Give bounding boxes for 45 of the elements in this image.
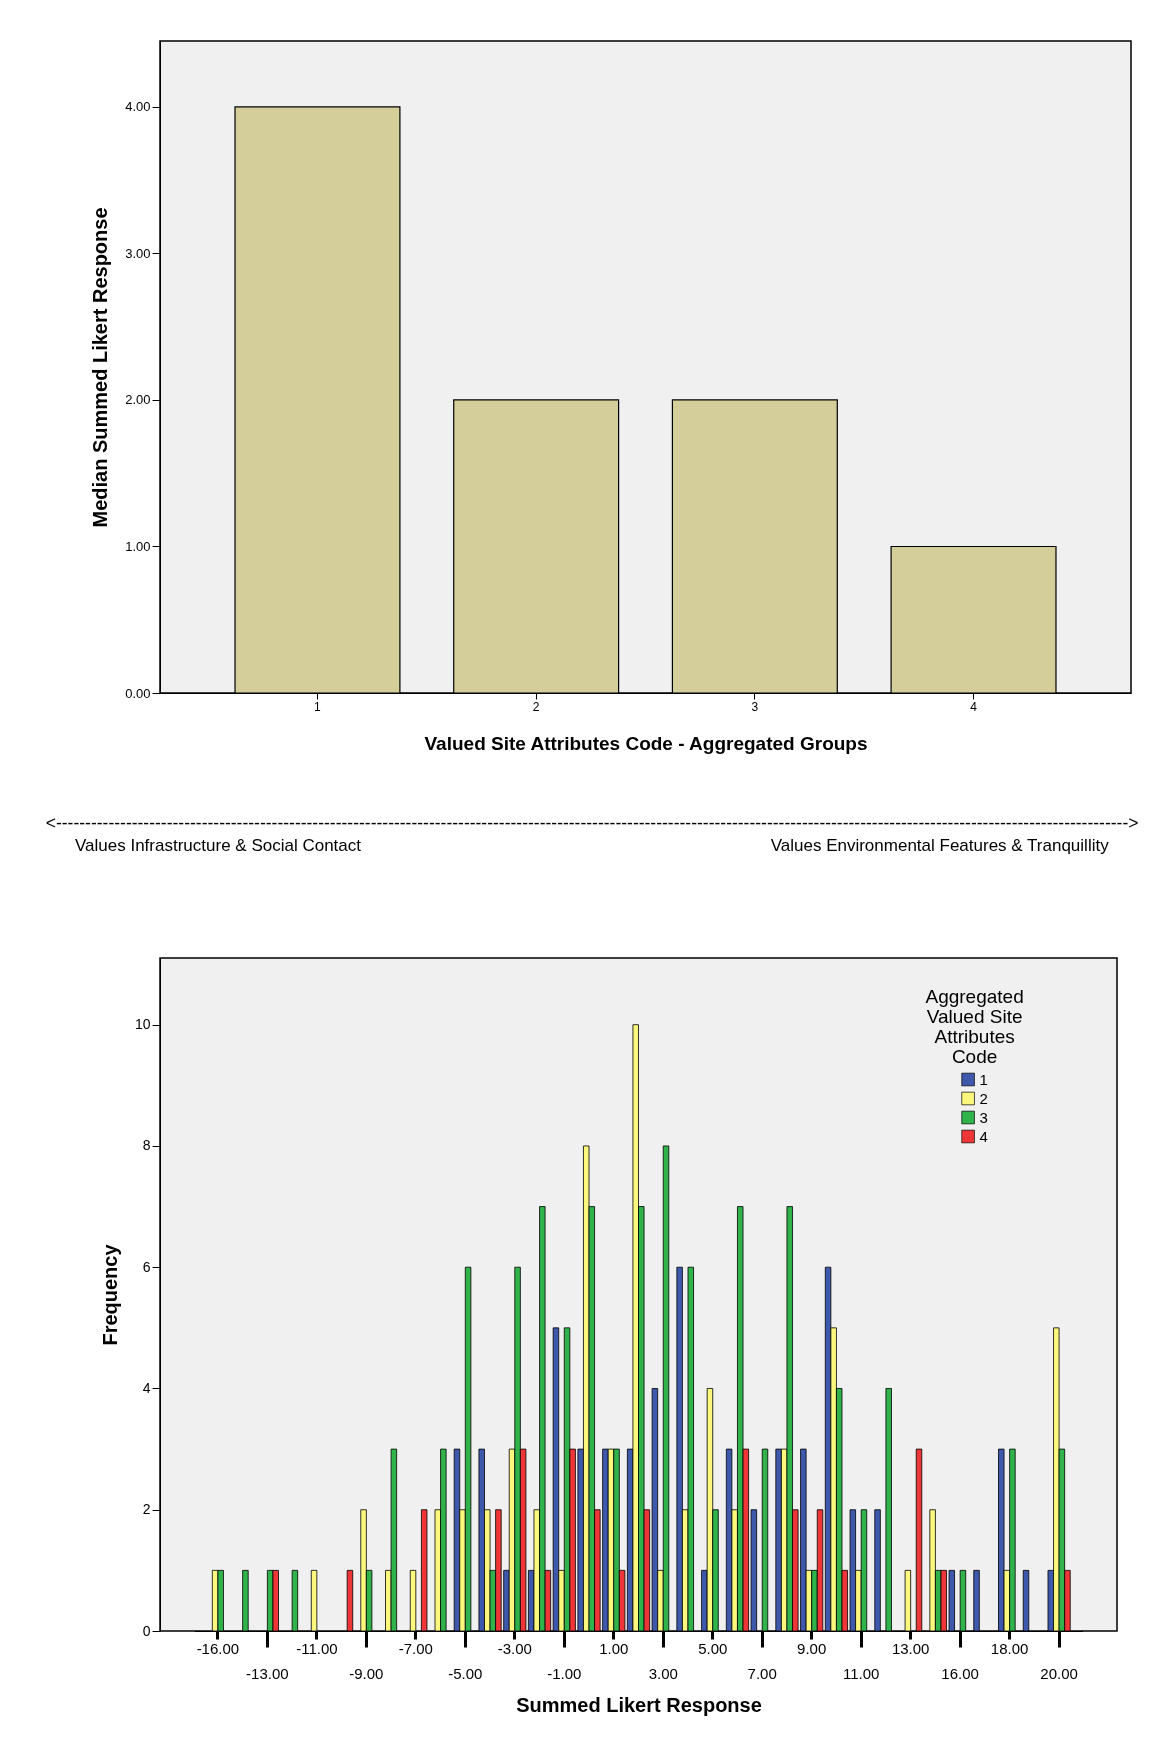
- y-tick-label: 4: [142, 1379, 151, 1396]
- text: Values Infrastructure & Social Contact: [75, 836, 362, 855]
- y-tick-label: 0.00: [125, 685, 151, 701]
- x-tick-label: -16.00: [196, 1639, 240, 1657]
- y-tick-label: 6: [142, 1258, 151, 1275]
- x-tick-label: 7.00: [747, 1664, 777, 1682]
- x-tick-label: 2: [532, 699, 540, 714]
- x-tick-label: 13.00: [891, 1639, 930, 1657]
- y-axis-title: Frequency: [98, 1243, 121, 1346]
- x-tick-label: 5.00: [698, 1639, 728, 1657]
- y-tick-label: 2.00: [125, 392, 151, 408]
- legend-title: Aggregated Valued Site Attributes Code: [925, 986, 1024, 1067]
- y-tick-label: 3.00: [125, 245, 151, 261]
- x-tick-label: 1: [314, 699, 322, 714]
- x-tick-label: -9.00: [349, 1664, 384, 1682]
- x-tick-label: -1.00: [547, 1664, 582, 1682]
- legend-label: 2: [979, 1089, 988, 1107]
- x-tick-label: -5.00: [448, 1664, 483, 1682]
- y-tick-label: 4.00: [125, 99, 151, 115]
- x-tick-label: -3.00: [497, 1639, 532, 1657]
- legend-label: 1: [979, 1070, 988, 1088]
- y-axis-title: Median Summed Likert Response: [89, 207, 112, 528]
- y-tick-label: 10: [134, 1016, 151, 1033]
- x-tick-label: 16.00: [941, 1664, 979, 1682]
- text: Values Environmental Features & Tranquillity: [770, 836, 1110, 855]
- x-tick-label: -11.00: [296, 1639, 338, 1657]
- y-tick-label: 2: [142, 1501, 151, 1518]
- y-tick-label: 0: [142, 1622, 151, 1639]
- x-tick-label: 20.00: [1040, 1664, 1078, 1682]
- text: <---------------------------------------------------------------------------------------------------------------------------------------------------------------------------------------->: [45, 813, 1139, 833]
- x-axis-title: Valued Site Attributes Code - Aggregated Groups: [424, 732, 868, 754]
- legend-label: 3: [979, 1108, 988, 1126]
- y-tick-label: 8: [142, 1137, 151, 1154]
- x-tick-label: 3: [751, 699, 759, 714]
- x-tick-label: 18.00: [990, 1639, 1029, 1657]
- x-axis-title: Summed Likert Response: [516, 1693, 762, 1716]
- x-tick-label: -7.00: [398, 1639, 433, 1657]
- x-tick-label: 3.00: [648, 1664, 678, 1682]
- legend-label: 4: [979, 1127, 988, 1145]
- y-tick-label: 1.00: [125, 538, 151, 554]
- x-tick-label: 4: [970, 699, 978, 714]
- x-tick-label: -13.00: [246, 1664, 289, 1682]
- x-tick-label: 9.00: [797, 1639, 827, 1657]
- x-tick-label: 11.00: [842, 1664, 880, 1682]
- x-tick-label: 1.00: [599, 1639, 629, 1657]
